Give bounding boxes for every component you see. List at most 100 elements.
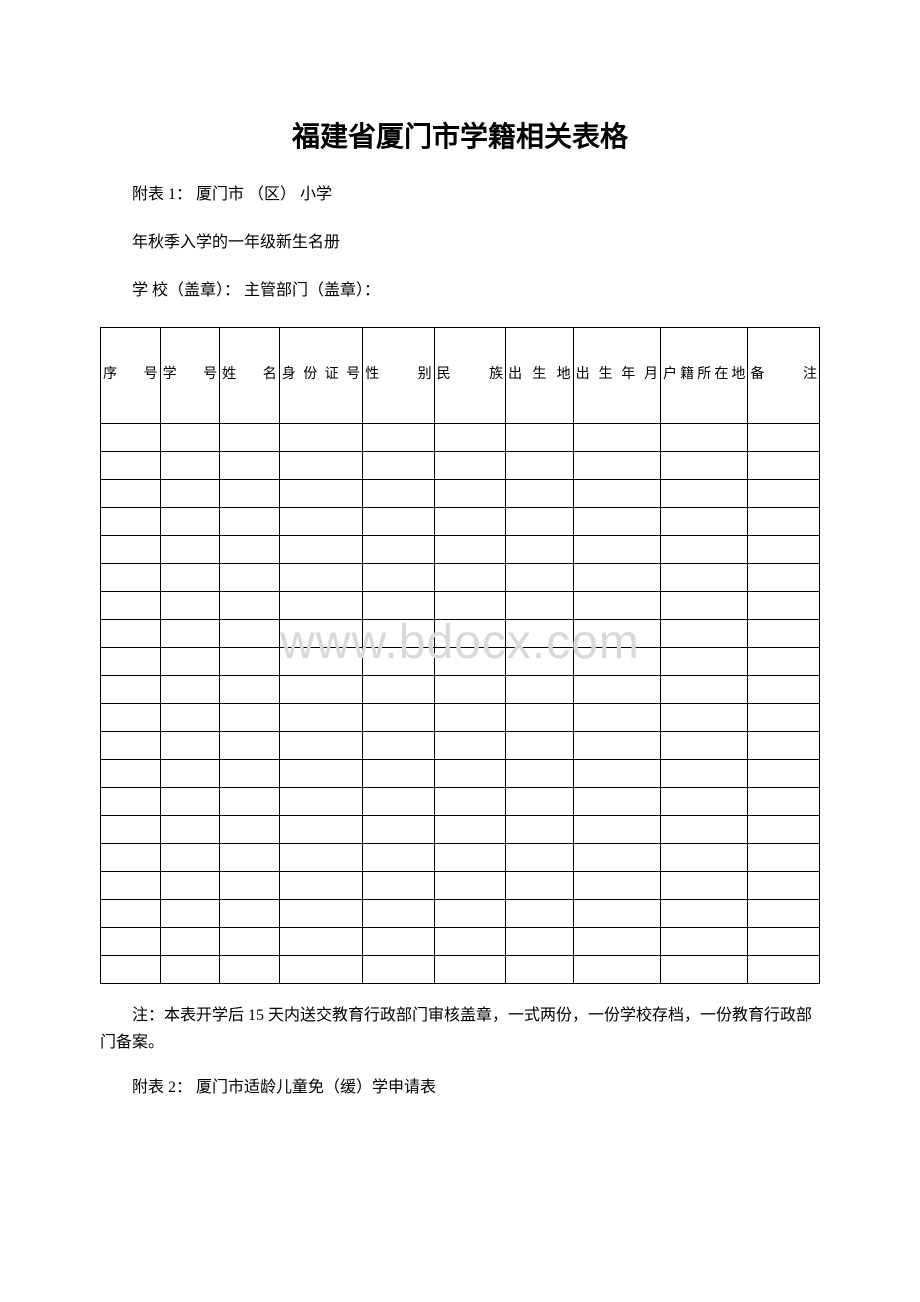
table-cell: [363, 480, 435, 508]
table-cell: [573, 704, 660, 732]
col-header-ethnicity: 民族: [434, 328, 506, 424]
table-cell: [279, 648, 362, 676]
table-cell: [160, 564, 220, 592]
table-cell: [661, 564, 748, 592]
table-cell: [573, 788, 660, 816]
table-cell: [661, 732, 748, 760]
table-cell: [748, 844, 820, 872]
table-cell: [363, 424, 435, 452]
col-header-student-id: 学号: [160, 328, 220, 424]
table-row: [101, 564, 820, 592]
col-header-name: 姓名: [220, 328, 280, 424]
table-cell: [434, 760, 506, 788]
table-cell: [434, 620, 506, 648]
table-cell: [506, 732, 574, 760]
table-cell: [363, 928, 435, 956]
table-cell: [434, 956, 506, 984]
table-cell: [101, 788, 161, 816]
table-cell: [573, 564, 660, 592]
year-enrollment-line: 年秋季入学的一年级新生名册: [100, 231, 820, 255]
table-cell: [748, 592, 820, 620]
table-cell: [661, 592, 748, 620]
table-row: [101, 844, 820, 872]
table-cell: [220, 760, 280, 788]
table-cell: [220, 564, 280, 592]
table-cell: [573, 816, 660, 844]
table-cell: [279, 536, 362, 564]
table-cell: [220, 452, 280, 480]
table-cell: [748, 508, 820, 536]
table-cell: [434, 704, 506, 732]
table-cell: [748, 704, 820, 732]
table-cell: [573, 676, 660, 704]
table-cell: [573, 760, 660, 788]
table-cell: [160, 732, 220, 760]
table-cell: [748, 872, 820, 900]
table-cell: [279, 620, 362, 648]
table-cell: [220, 704, 280, 732]
table-cell: [506, 536, 574, 564]
table-cell: [279, 480, 362, 508]
table-cell: [748, 956, 820, 984]
table-cell: [101, 872, 161, 900]
table-cell: [573, 480, 660, 508]
table-cell: [101, 592, 161, 620]
table-cell: [220, 816, 280, 844]
table-cell: [748, 424, 820, 452]
table-cell: [506, 564, 574, 592]
table-cell: [160, 620, 220, 648]
table-cell: [748, 760, 820, 788]
table-cell: [748, 452, 820, 480]
table-cell: [573, 508, 660, 536]
table-cell: [661, 788, 748, 816]
table-row: [101, 648, 820, 676]
table-row: [101, 620, 820, 648]
table-cell: [160, 508, 220, 536]
table-cell: [160, 704, 220, 732]
table-cell: [748, 536, 820, 564]
table-cell: [506, 760, 574, 788]
table-cell: [160, 424, 220, 452]
table-cell: [748, 620, 820, 648]
table-body: [101, 424, 820, 984]
table-row: [101, 508, 820, 536]
table-cell: [160, 760, 220, 788]
table-cell: [506, 704, 574, 732]
col-header-gender: 性别: [363, 328, 435, 424]
table-cell: [506, 900, 574, 928]
table-cell: [573, 872, 660, 900]
table-cell: [434, 508, 506, 536]
table-cell: [748, 480, 820, 508]
table-cell: [279, 452, 362, 480]
table-row: [101, 872, 820, 900]
table-cell: [220, 592, 280, 620]
table-cell: [101, 900, 161, 928]
table-cell: [573, 844, 660, 872]
table-cell: [101, 816, 161, 844]
table-cell: [279, 788, 362, 816]
table-cell: [220, 900, 280, 928]
table-cell: [160, 816, 220, 844]
table-cell: [160, 844, 220, 872]
table-cell: [573, 620, 660, 648]
table-cell: [220, 480, 280, 508]
table-cell: [661, 508, 748, 536]
table-cell: [363, 872, 435, 900]
table-cell: [101, 676, 161, 704]
table-row: [101, 956, 820, 984]
table-cell: [434, 900, 506, 928]
table-cell: [160, 536, 220, 564]
table-cell: [573, 424, 660, 452]
table-cell: [220, 872, 280, 900]
table-row: [101, 788, 820, 816]
table-cell: [661, 844, 748, 872]
table-cell: [160, 592, 220, 620]
table-cell: [506, 648, 574, 676]
table-row: [101, 536, 820, 564]
table-cell: [101, 536, 161, 564]
table-cell: [506, 872, 574, 900]
table-row: [101, 900, 820, 928]
table-cell: [573, 900, 660, 928]
table-cell: [506, 480, 574, 508]
table-cell: [279, 900, 362, 928]
